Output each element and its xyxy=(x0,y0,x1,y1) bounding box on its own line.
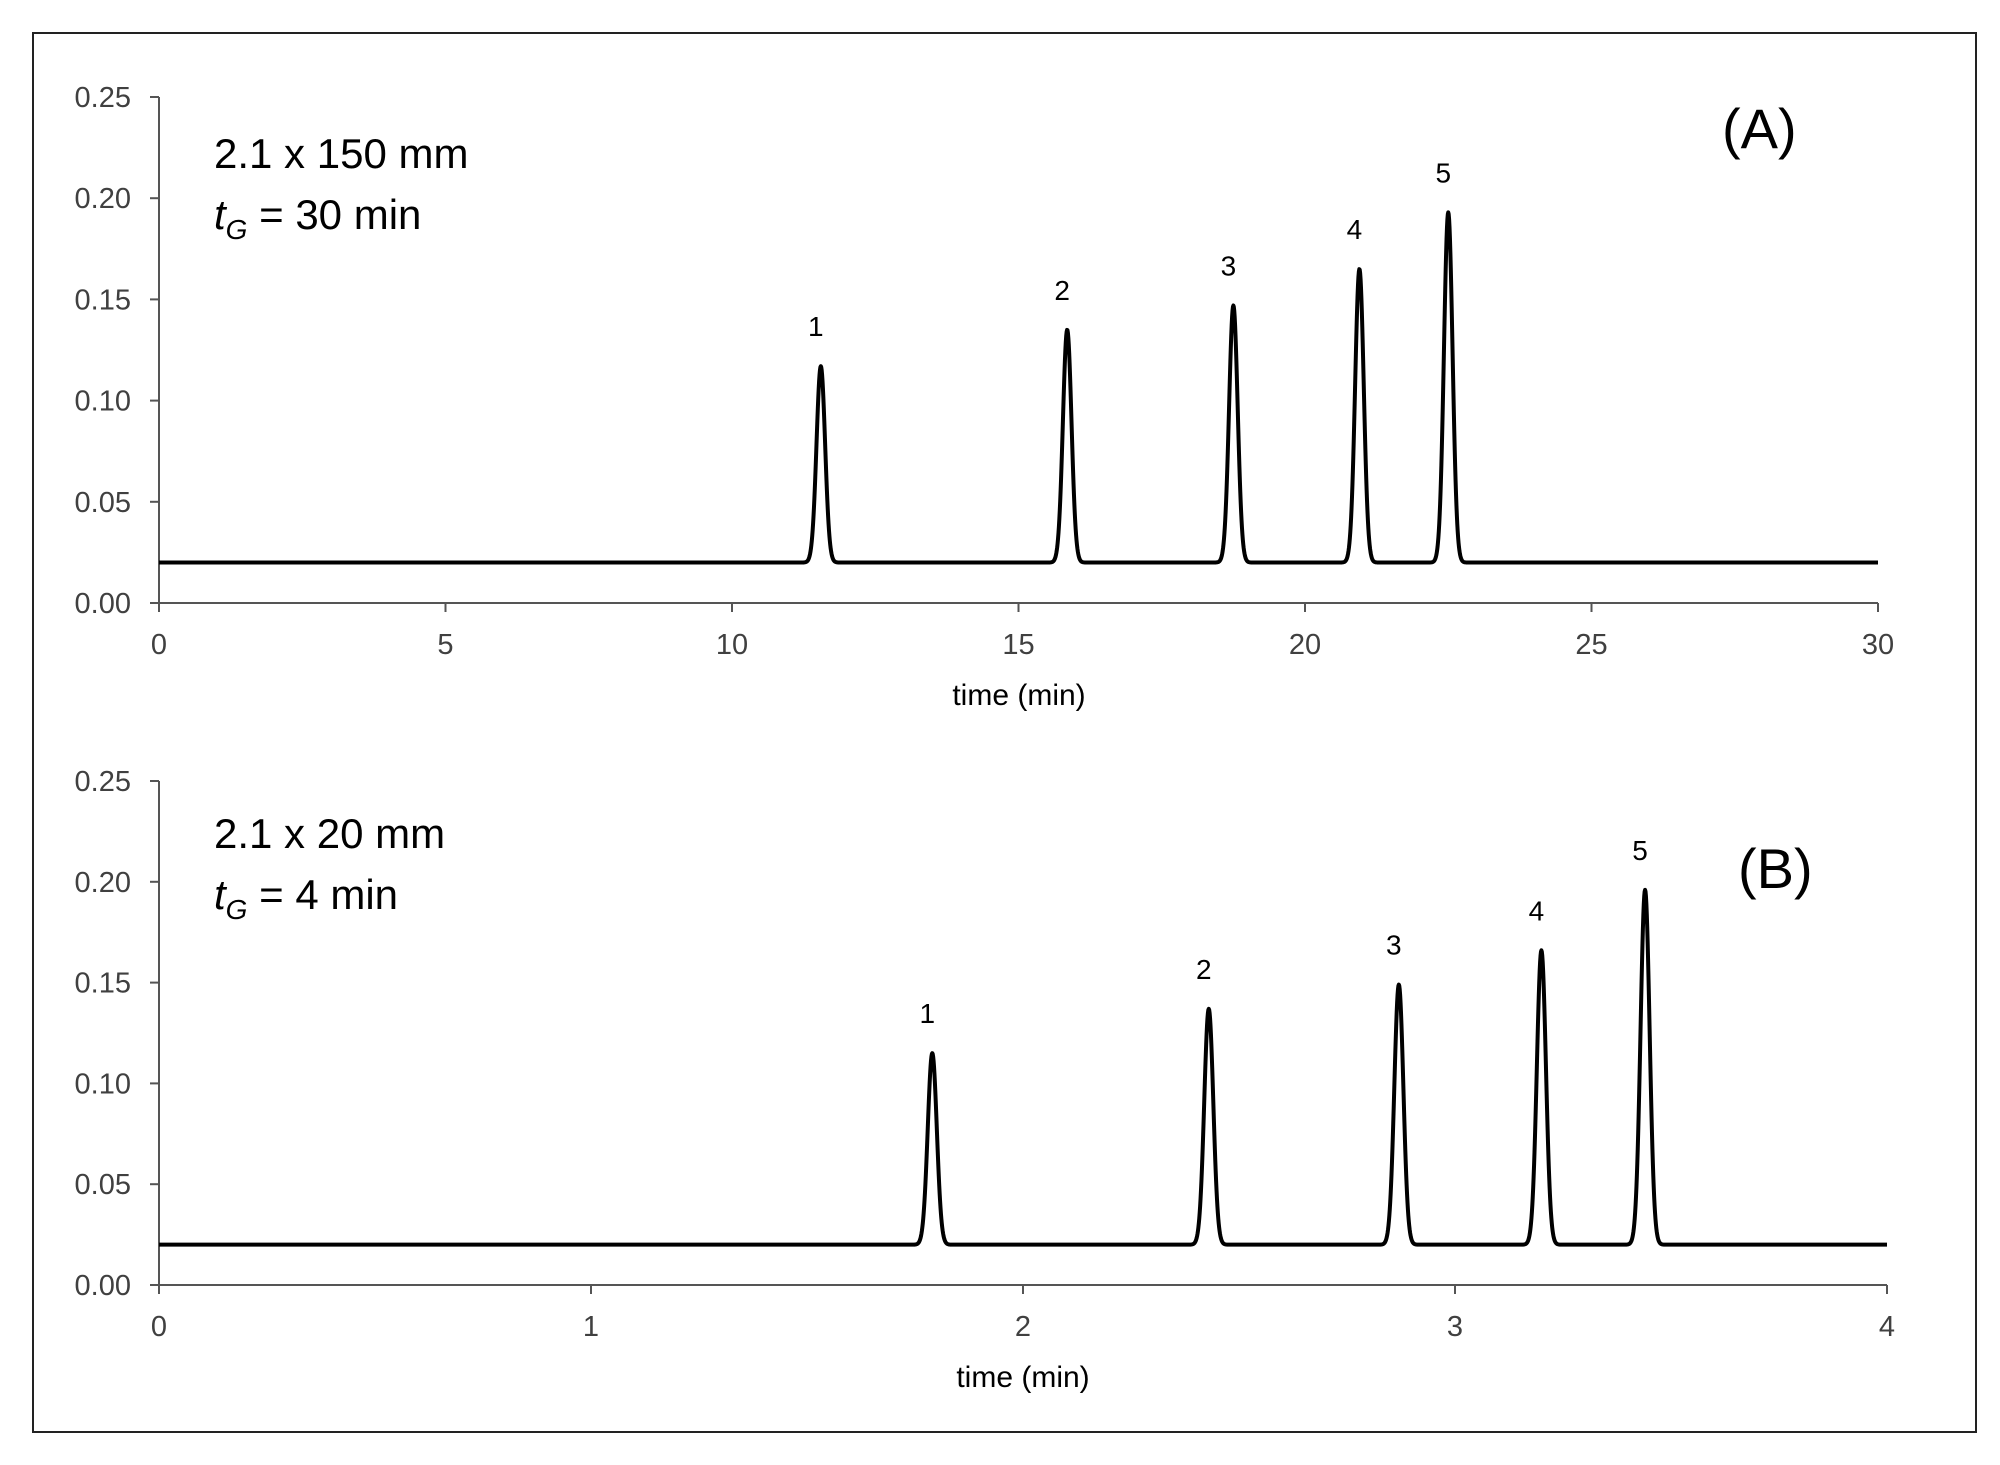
gradient-time-label: tG = 30 min xyxy=(214,191,421,245)
chromatogram-trace xyxy=(157,887,1889,1247)
y-tick-label: 0.20 xyxy=(75,867,131,899)
peak-label: 2 xyxy=(1196,954,1212,985)
y-tick-label: 0.25 xyxy=(75,766,131,798)
peak-label: 5 xyxy=(1435,157,1451,188)
x-tick-label: 10 xyxy=(716,629,748,661)
panel-label: (A) xyxy=(1722,97,1797,160)
peak-label: 4 xyxy=(1347,214,1363,245)
panel-b: 2.1 x 20 mm tG = 4 min (B) time (min) 0.… xyxy=(75,766,1896,1394)
y-tick-label: 0.25 xyxy=(75,82,131,114)
x-tick-label: 5 xyxy=(437,629,453,661)
gradient-time-label: tG = 4 min xyxy=(214,871,398,925)
x-tick-label: 20 xyxy=(1289,629,1321,661)
peak-label: 3 xyxy=(1386,930,1402,961)
y-tick-label: 0.05 xyxy=(75,487,131,519)
x-axis-label: time (min) xyxy=(952,679,1085,712)
panel-a: 2.1 x 150 mm tG = 30 min (A) time (min) … xyxy=(75,82,1895,712)
x-tick-label: 2 xyxy=(1015,1311,1031,1343)
chromatogram-trace xyxy=(157,210,1880,565)
y-tick-label: 0.00 xyxy=(75,588,131,620)
x-tick-label: 30 xyxy=(1862,629,1894,661)
x-tick-label: 1 xyxy=(583,1311,599,1343)
figure-frame xyxy=(32,32,1977,1433)
column-dimension-label: 2.1 x 20 mm xyxy=(214,810,445,857)
x-axis-label: time (min) xyxy=(956,1361,1089,1394)
y-tick-label: 0.10 xyxy=(75,386,131,418)
x-tick-label: 15 xyxy=(1002,629,1034,661)
y-tick-label: 0.15 xyxy=(75,968,131,1000)
x-tick-label: 0 xyxy=(151,629,167,661)
x-tick-label: 3 xyxy=(1447,1311,1463,1343)
peak-label: 2 xyxy=(1054,275,1070,306)
peak-label: 1 xyxy=(808,311,824,342)
column-dimension-label: 2.1 x 150 mm xyxy=(214,130,468,177)
y-tick-label: 0.15 xyxy=(75,284,131,316)
y-tick-label: 0.10 xyxy=(75,1068,131,1100)
x-tick-label: 25 xyxy=(1575,629,1607,661)
x-tick-label: 0 xyxy=(151,1311,167,1343)
x-tick-label: 4 xyxy=(1879,1311,1895,1343)
peak-label: 1 xyxy=(919,998,935,1029)
peak-label: 5 xyxy=(1632,835,1648,866)
y-tick-label: 0.20 xyxy=(75,183,131,215)
peak-label: 3 xyxy=(1221,250,1237,281)
panel-label: (B) xyxy=(1738,837,1813,900)
peak-label: 4 xyxy=(1529,895,1545,926)
y-tick-label: 0.00 xyxy=(75,1270,131,1302)
y-tick-label: 0.05 xyxy=(75,1169,131,1201)
